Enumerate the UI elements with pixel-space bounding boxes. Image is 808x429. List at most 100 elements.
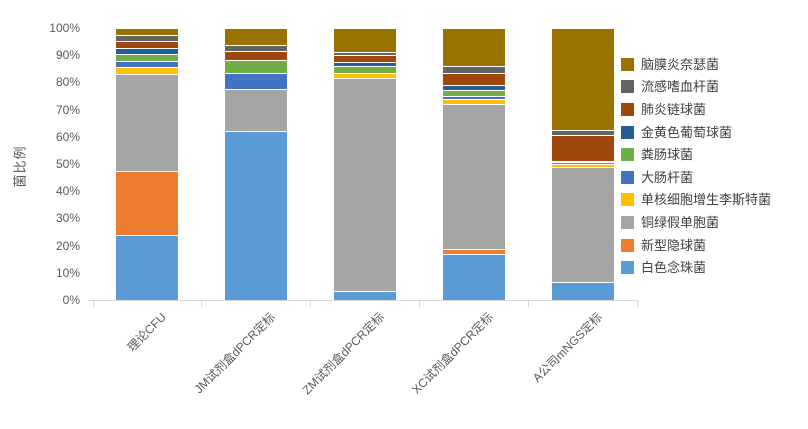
legend-label: 脑膜炎奈瑟菌 [641,56,720,72]
y-tick-label: 90% [55,48,80,63]
segment-肺炎链球菌 [116,41,178,48]
segment-铜绿假单胞菌 [443,103,505,249]
segment-脑膜炎奈瑟菌 [225,28,287,45]
segment-粪肠球菌 [552,162,614,164]
legend-swatch-icon [621,215,634,229]
segment-肺炎链球菌 [443,72,505,86]
legend-swatch-icon [621,102,634,116]
x-axis-line [88,300,638,301]
legend-swatch-icon [621,125,634,139]
x-category-label: ZM试剂盒dPCR定标 [299,310,387,398]
bar-理论CFU [116,28,178,300]
segment-肺炎链球菌 [552,134,614,162]
legend-label: 金黄色葡萄球菌 [641,124,733,140]
segment-流感嗜血杆菌 [225,44,287,52]
chart-legend: 脑膜炎奈瑟菌 流感嗜血杆菌 肺炎链球菌金黄色葡萄球菌 粪肠球菌大肠杆菌单核细胞增生李斯… [621,53,771,279]
legend-item-大肠杆菌: 大肠杆菌 [621,166,771,189]
legend-swatch-icon [621,170,634,184]
segment-金黄色葡萄球菌 [116,47,178,55]
legend-label: 粪肠球菌 [641,147,694,163]
legend-label: 铜绿假单胞菌 [641,214,720,230]
x-axis-tick [201,301,203,307]
segment-新型隐球菌 [443,248,505,254]
y-tick-label: 80% [55,75,80,90]
legend-item-白色念珠菌: 白色念珠菌 [621,256,771,279]
segment-白色念珠菌 [116,234,178,300]
legend-label: 肺炎链球菌 [641,101,707,117]
legend-item-流感嗜血杆菌: 流感嗜血杆菌 [621,76,771,99]
y-tick-label: 30% [55,211,80,226]
segment-铜绿假单胞菌 [225,89,287,132]
segment-流感嗜血杆菌 [552,130,614,135]
segment-粪肠球菌 [116,54,178,61]
bar-A公司mNGS定标 [552,28,614,300]
segment-肺炎链球菌 [225,51,287,61]
x-category-label: 理论CFU [124,310,169,355]
legend-item-金黄色葡萄球菌: 金黄色葡萄球菌 [621,121,771,144]
segment-脑膜炎奈瑟菌 [116,28,178,35]
y-tick-label: 60% [55,129,80,144]
segment-金黄色葡萄球菌 [552,161,614,163]
legend-swatch-icon [621,193,634,207]
x-category-label: XC试剂盒dPCR定标 [409,310,496,397]
segment-白色念珠菌 [552,281,614,300]
legend-label: 白色念珠菌 [641,260,707,276]
segment-铜绿假单胞菌 [116,73,178,171]
legend-label: 流感嗜血杆菌 [641,79,720,95]
segment-脑膜炎奈瑟菌 [334,28,396,53]
segment-脑膜炎奈瑟菌 [552,28,614,131]
bar-XC试剂盒dPCR定标 [443,28,505,300]
x-axis-tick [637,301,638,307]
legend-swatch-icon [621,148,634,162]
y-tick-label: 100% [49,21,80,35]
segment-肺炎链球菌 [334,55,396,63]
y-tick-label: 0% [62,293,80,307]
x-axis-tick [92,301,94,307]
segment-白色念珠菌 [334,291,396,300]
segment-流感嗜血杆菌 [116,34,178,42]
x-category-label: A公司mNGS定标 [529,310,605,385]
segment-大肠杆菌 [443,95,505,100]
legend-swatch-icon [621,80,634,94]
segment-金黄色葡萄球菌 [334,62,396,66]
segment-脑膜炎奈瑟菌 [443,28,505,66]
bar-ZM试剂盒dPCR定标 [334,28,396,300]
legend-label: 单核细胞增生李斯特菌 [641,192,772,208]
x-axis-tick [310,301,312,307]
segment-铜绿假单胞菌 [334,77,396,292]
legend-label: 新型隐球菌 [641,237,707,253]
segment-白色念珠菌 [443,253,505,300]
legend-item-新型隐球菌: 新型隐球菌 [621,234,771,257]
segment-大肠杆菌 [225,72,287,90]
segment-流感嗜血杆菌 [334,52,396,56]
x-axis-tick [528,301,530,307]
y-tick-label: 50% [55,157,80,171]
x-axis-tick [419,301,421,307]
legend-item-铜绿假单胞菌: 铜绿假单胞菌 [621,211,771,234]
segment-单核细胞增生李斯特菌 [116,67,178,74]
legend-item-肺炎链球菌: 肺炎链球菌 [621,98,771,121]
legend-swatch-icon [621,238,634,252]
segment-流感嗜血杆菌 [443,65,505,73]
segment-粪肠球菌 [443,89,505,96]
segment-新型隐球菌 [116,170,178,235]
bar-JM试剂盒dPCR定标 [225,28,287,300]
y-tick-label: 70% [55,102,80,117]
segment-单核细胞增生李斯特菌 [334,73,396,78]
segment-金黄色葡萄球菌 [443,85,505,90]
y-tick-label: 20% [55,238,80,253]
legend-item-单核细胞增生李斯特菌: 单核细胞增生李斯特菌 [621,189,771,212]
segment-白色念珠菌 [225,131,287,300]
segment-铜绿假单胞菌 [552,166,614,282]
y-tick-label: 10% [55,265,80,280]
segment-单核细胞增生李斯特菌 [552,163,614,167]
legend-label: 大肠杆菌 [641,169,694,185]
legend-swatch-icon [621,261,634,275]
segment-粪肠球菌 [334,65,396,74]
legend-item-粪肠球菌: 粪肠球菌 [621,143,771,166]
y-tick-label: 40% [55,184,80,199]
legend-item-脑膜炎奈瑟菌: 脑膜炎奈瑟菌 [621,53,771,76]
segment-大肠杆菌 [116,60,178,68]
segment-粪肠球菌 [225,60,287,73]
